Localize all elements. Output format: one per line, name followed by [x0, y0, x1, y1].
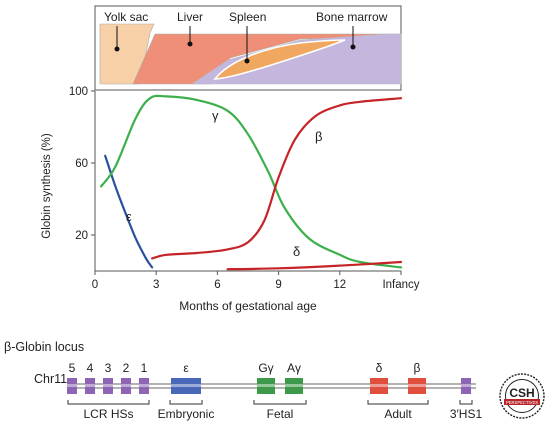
locus-element-8: [370, 378, 388, 394]
series-label-beta: β: [315, 129, 322, 144]
locus-element-stripe-3: [121, 384, 131, 387]
x-tick-label-2: 6: [214, 279, 220, 291]
locus-group-brackets: LCR HSs Embryonic Fetal Adult 3′HS1: [67, 400, 483, 421]
locus-element-stripe-4: [139, 384, 149, 387]
locus-group-label-0: LCR HSs: [83, 407, 133, 421]
globin-chart: 0 3 6 9 12 Infancy 20 60 100 γ β ε δ Globin synt…: [41, 86, 420, 313]
spleen-region: [213, 39, 346, 80]
y-tick-label-2: 100: [69, 86, 88, 98]
locus-element-0: [67, 378, 77, 394]
organ-label-spleen: Spleen: [229, 10, 266, 24]
x-tick-label-3: 9: [275, 279, 281, 291]
dot-spleen: [244, 58, 250, 64]
series-label-gamma: γ: [212, 108, 219, 123]
y-tick-label-1: 60: [75, 158, 88, 170]
locus-element-label-9: β: [414, 361, 421, 375]
series-line-gamma: [100, 94, 403, 269]
locus-element-stripe-0: [67, 384, 77, 387]
locus-group-label-4: 3′HS1: [450, 407, 483, 421]
organ-panel: Yolk sac Liver Spleen Bone marrow: [94, 5, 402, 91]
locus-element-7: [285, 378, 303, 394]
locus-element-stripe-2: [103, 384, 113, 387]
dot-bone-marrow: [350, 44, 356, 50]
locus-element-stripe-5: [171, 384, 201, 387]
locus-bracket-0: [67, 400, 150, 405]
locus-element-4: [139, 378, 149, 394]
locus-title: β-Globin locus: [4, 340, 84, 354]
chromosome-label: Chr11: [34, 372, 67, 386]
locus-bracket-1: [169, 400, 203, 405]
locus-bracket-3: [367, 400, 429, 405]
series-line-beta: [151, 97, 403, 260]
locus-element-9: [408, 378, 426, 394]
x-tick-label-4: 12: [333, 279, 346, 291]
y-tick-label-0: 20: [75, 230, 88, 242]
dot-yolk-sac: [114, 46, 120, 52]
organ-label-liver: Liver: [177, 10, 203, 24]
locus-element-label-1: 4: [87, 361, 94, 375]
x-tick-label-0: 0: [92, 279, 98, 291]
locus-element-label-7: Aγ: [287, 361, 301, 375]
locus-element-label-4: 1: [141, 361, 148, 375]
locus-element-6: [257, 378, 275, 394]
locus-element-label-8: δ: [376, 361, 383, 375]
series-label-epsilon: ε: [126, 209, 132, 224]
locus-element-label-2: 3: [105, 361, 112, 375]
locus-element-stripe-7: [285, 384, 303, 387]
locus-element-stripe-10: [461, 384, 471, 387]
locus-element-label-5: ε: [183, 361, 189, 375]
organ-label-bone-marrow: Bone marrow: [316, 10, 388, 24]
locus-element-stripe-1: [85, 384, 95, 387]
series-label-delta: δ: [293, 244, 300, 259]
organ-label-yolk-sac: Yolk sac: [104, 10, 148, 24]
locus-bracket-4: [459, 400, 473, 405]
locus-group-label-3: Adult: [384, 407, 412, 421]
logo-subtext: PERSPECTIVES: [506, 400, 538, 405]
axis-ticks: 0 3 6 9 12 Infancy 20 60 100: [69, 86, 420, 291]
series-lines: [100, 94, 403, 271]
locus-element-stripe-9: [408, 384, 426, 387]
locus-element-stripe-6: [257, 384, 275, 387]
locus-element-label-3: 2: [123, 361, 130, 375]
beta-globin-locus: β-Globin locus Chr11 5 4 3 2 1 ε Gγ Aγ δ β LCR HS…: [4, 340, 482, 421]
x-tick-label-5: Infancy: [382, 279, 419, 291]
logo-text: CSH: [509, 386, 534, 400]
y-axis-label: Globin synthesis (%): [41, 133, 53, 239]
series-line-epsilon: [104, 154, 154, 269]
x-tick-label-1: 3: [153, 279, 159, 291]
locus-elements: 5 4 3 2 1 ε Gγ Aγ δ β: [67, 361, 471, 394]
csh-perspectives-logo: CSH PERSPECTIVES: [499, 373, 545, 419]
logo-band: [504, 399, 540, 405]
locus-element-label-6: Gγ: [258, 361, 273, 375]
locus-bracket-2: [253, 400, 307, 405]
locus-element-10: [461, 378, 471, 394]
locus-element-3: [121, 378, 131, 394]
locus-group-label-1: Embryonic: [158, 407, 215, 421]
dot-liver: [187, 41, 193, 47]
locus-element-stripe-8: [370, 384, 388, 387]
locus-element-label-0: 5: [69, 361, 76, 375]
x-axis-label: Months of gestational age: [179, 299, 317, 313]
locus-group-label-2: Fetal: [267, 407, 294, 421]
locus-element-1: [85, 378, 95, 394]
series-line-delta: [226, 260, 403, 271]
locus-element-5: [171, 378, 201, 394]
locus-element-2: [103, 378, 113, 394]
